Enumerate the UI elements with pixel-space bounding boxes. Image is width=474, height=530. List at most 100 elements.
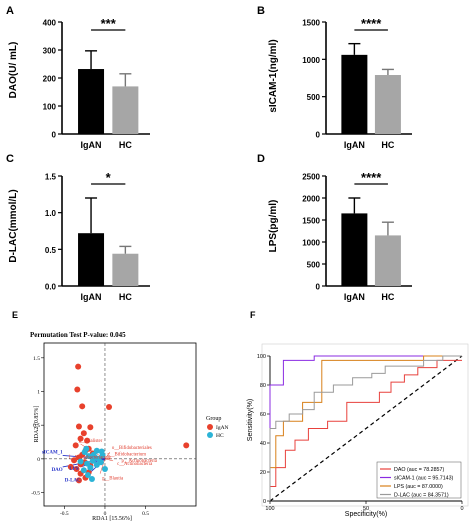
roc-legend-label: D-LAC (auc = 84.3571) xyxy=(394,493,449,499)
x-tick-label-igan: IgAN xyxy=(344,140,365,150)
legend-igan-label: IgAN xyxy=(216,425,229,431)
y-tick-label: 100 xyxy=(43,103,57,112)
panel-e-title: Permutation Test P-value: 0.045 xyxy=(30,331,126,339)
taxa-vector xyxy=(104,458,114,462)
roc-legend-label: LPS (auc = 87.0000) xyxy=(394,484,443,490)
y-tick-label: 0 xyxy=(37,457,40,463)
point-hc xyxy=(83,445,90,452)
panel-b-ylabel: sICAM-1(ng/ml) xyxy=(268,39,279,112)
point-igan xyxy=(71,457,78,464)
taxa-label: f__Bifidobacteriaceae xyxy=(68,456,110,461)
panel-d: D LPS(pg/ml) 0 500 1000 1500 2000 2500 IgAN HC *… xyxy=(257,153,412,302)
panel-d-ylabel: LPS(pg/ml) xyxy=(268,200,279,253)
point-hc xyxy=(87,464,94,471)
panel-b: B sICAM-1(ng/ml) 0 500 1000 1500 IgAN HC **** xyxy=(257,5,412,150)
panel-f-letter: F xyxy=(250,310,256,320)
taxa-vector xyxy=(99,458,106,474)
env-label: DAO xyxy=(52,468,63,473)
y-tick-label: 80 xyxy=(260,383,266,389)
panel-a-plot: 0 100 200 300 400 IgAN HC *** xyxy=(43,16,150,150)
point-igan xyxy=(75,423,82,430)
point-hc xyxy=(84,460,91,467)
significance-stars: *** xyxy=(101,16,117,31)
y-tick-label: 2500 xyxy=(302,173,320,182)
x-tick-label: 100 xyxy=(265,506,274,512)
y-tick-label: 20 xyxy=(260,470,266,476)
point-igan xyxy=(84,437,91,444)
roc-curve-d-lac xyxy=(269,355,462,501)
panel-f-ylabel: Sensitivity(%) xyxy=(247,399,254,441)
y-tick-label: 300 xyxy=(43,47,57,56)
roc-legend-label: DAO (auc = 78.2857) xyxy=(394,467,444,473)
panel-a: A DAO(U/ mL) 0 100 200 300 400 IgAN HC *** xyxy=(6,5,150,150)
y-tick-label: 1.0 xyxy=(45,209,57,218)
point-igan xyxy=(106,403,113,410)
panel-e-plot: -0.5 0 0.5 -0.5 0 0.5 1 1.5 g__Dialister o__Bifid… xyxy=(31,342,197,517)
y-tick-label: 0 xyxy=(263,499,266,505)
taxa-vector xyxy=(104,451,111,459)
panel-d-letter: D xyxy=(257,153,265,165)
y-tick-label: 1500 xyxy=(302,19,320,28)
point-hc xyxy=(90,451,97,458)
panel-b-plot: 0 500 1000 1500 IgAN HC **** xyxy=(302,16,412,150)
y-tick-label: 60 xyxy=(260,412,266,418)
bar-igan xyxy=(341,54,368,134)
point-igan xyxy=(79,403,86,410)
panel-f-plot: 0 20 40 60 80 100 100 50 0 DAO (auc = 78.2857) sIC… xyxy=(257,343,469,512)
point-hc xyxy=(88,476,95,483)
panel-f: F Sensitivity(%) Specificity(%) 0 20 40 60 8… xyxy=(247,310,469,518)
point-hc xyxy=(101,465,108,472)
y-tick-label: 40 xyxy=(260,441,266,447)
panel-c: C D-LAC(mmol/L) 0.0 0.5 1.0 1.5 IgAN HC * xyxy=(6,153,150,302)
point-igan xyxy=(74,386,81,393)
y-tick-label: 1000 xyxy=(302,56,320,65)
point-igan xyxy=(75,363,82,370)
panel-e-legend: Group IgAN HC xyxy=(206,416,229,439)
point-hc xyxy=(85,453,92,460)
taxa-label: g__Bifidobacterium xyxy=(107,452,146,457)
panel-c-plot: 0.0 0.5 1.0 1.5 IgAN HC * xyxy=(45,170,150,302)
taxa-label: g__Dialister xyxy=(79,439,103,444)
y-tick-label: 1000 xyxy=(302,239,320,248)
legend-igan-swatch xyxy=(207,424,213,430)
panel-f-xlabel: Specificity(%) xyxy=(345,511,387,518)
bar-hc xyxy=(374,235,401,286)
x-tick-label: 50 xyxy=(363,506,369,512)
point-hc xyxy=(80,467,87,474)
y-tick-label: 500 xyxy=(307,93,321,102)
y-tick-label: 200 xyxy=(43,75,57,84)
bar-hc xyxy=(112,253,139,286)
panel-e-ylabel: RDA2 [0.85%] xyxy=(34,406,40,443)
y-tick-label: 0.5 xyxy=(33,423,40,429)
point-igan xyxy=(73,465,80,472)
y-tick-label: 0 xyxy=(316,131,321,140)
point-hc xyxy=(93,447,100,454)
roc-curve-sicam-1 xyxy=(269,355,462,501)
legend-title: Group xyxy=(206,416,221,422)
bar-igan xyxy=(78,69,105,134)
taxa-label: g__Blautia xyxy=(102,477,124,482)
panel-e: E Permutation Test P-value: 0.045 RDA2 [… xyxy=(12,310,229,522)
point-igan xyxy=(80,430,87,437)
x-tick-label-hc: HC xyxy=(119,140,132,150)
x-tick-label: 0 xyxy=(460,506,463,512)
bar-hc xyxy=(374,75,401,134)
point-igan xyxy=(75,477,82,484)
significance-stars: **** xyxy=(361,170,382,185)
panel-a-letter: A xyxy=(6,5,14,17)
x-tick-label-hc: HC xyxy=(119,292,132,302)
roc-curve-dao xyxy=(269,359,462,501)
x-tick-label: 0 xyxy=(104,511,107,517)
x-tick-label-igan: IgAN xyxy=(81,140,102,150)
y-tick-label: 1.5 xyxy=(45,173,57,182)
panel-e-letter: E xyxy=(12,310,18,320)
env-label: LPS xyxy=(69,467,78,472)
point-igan xyxy=(77,435,84,442)
env-label: D-LAC xyxy=(65,479,81,484)
taxa-label: o__Bifidobacteriales xyxy=(112,446,152,451)
bar-hc xyxy=(112,86,139,134)
legend-hc-swatch xyxy=(207,432,213,438)
y-tick-label: 0 xyxy=(52,131,57,140)
point-igan xyxy=(87,424,94,431)
